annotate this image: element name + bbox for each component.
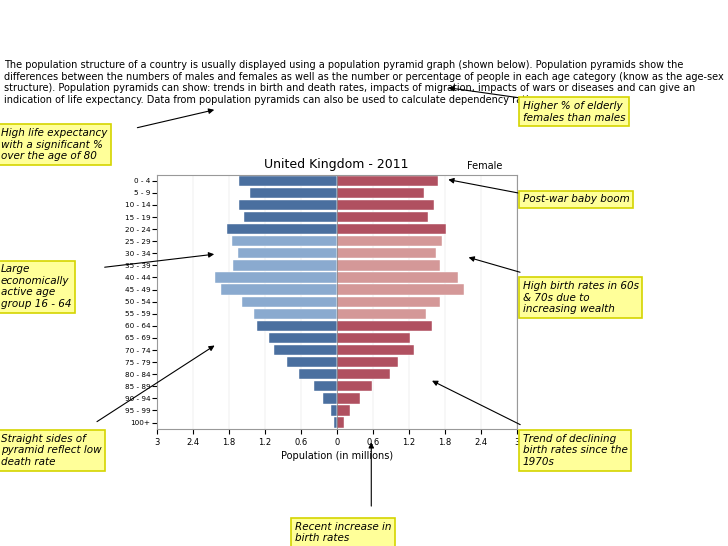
Bar [337,381,371,391]
Bar [337,260,440,270]
Bar [240,176,337,186]
Bar [337,212,428,222]
Bar [221,284,337,295]
Bar [337,284,464,295]
Bar [337,176,438,186]
Bar [337,405,350,416]
Bar [337,224,446,234]
Bar [227,224,337,234]
Bar [337,248,436,258]
Bar [337,321,432,331]
Text: Female: Female [467,161,502,171]
Text: Trend of declining
birth rates since the
1970s: Trend of declining birth rates since the… [523,434,628,467]
Bar [323,393,337,403]
Text: Higher % of elderly
females than males: Higher % of elderly females than males [523,101,625,123]
Text: Post-war baby boom: Post-war baby boom [523,194,630,204]
Bar [244,212,337,222]
Bar [337,418,344,428]
Bar [237,248,337,258]
Bar [337,333,410,343]
Bar [242,296,337,307]
Bar [331,405,337,416]
Bar [250,188,337,198]
Bar [337,200,434,210]
Bar [337,296,440,307]
Bar [337,345,414,355]
Bar [337,188,424,198]
Bar [337,357,398,367]
Bar [288,357,337,367]
Text: Straight sides of
pyramid reflect low
death rate: Straight sides of pyramid reflect low de… [1,434,101,467]
Text: Population Pyramids: Population Pyramids [186,14,542,43]
Bar [240,200,337,210]
Text: High birth rates in 60s
& 70s due to
increasing wealth: High birth rates in 60s & 70s due to inc… [523,281,638,314]
Text: The population structure of a country is usually displayed using a population py: The population structure of a country is… [4,60,724,105]
Bar [299,369,337,379]
Bar [337,272,458,283]
Bar [232,236,337,246]
Bar [337,393,360,403]
Text: High life expectancy
with a significant %
over the age of 80: High life expectancy with a significant … [1,128,107,161]
Bar [337,369,389,379]
Bar [274,345,337,355]
Title: United Kingdom - 2011: United Kingdom - 2011 [264,158,409,171]
Text: Recent increase in
birth rates: Recent increase in birth rates [295,521,392,543]
Bar [258,321,337,331]
Bar [234,260,337,270]
Bar [333,418,337,428]
Bar [254,308,337,319]
Bar [269,333,337,343]
Bar [337,308,426,319]
Bar [337,236,442,246]
Bar [215,272,337,283]
X-axis label: Population (in millions): Population (in millions) [280,452,393,461]
Bar [314,381,337,391]
Text: Large
economically
active age
group 16 - 64: Large economically active age group 16 -… [1,264,71,309]
